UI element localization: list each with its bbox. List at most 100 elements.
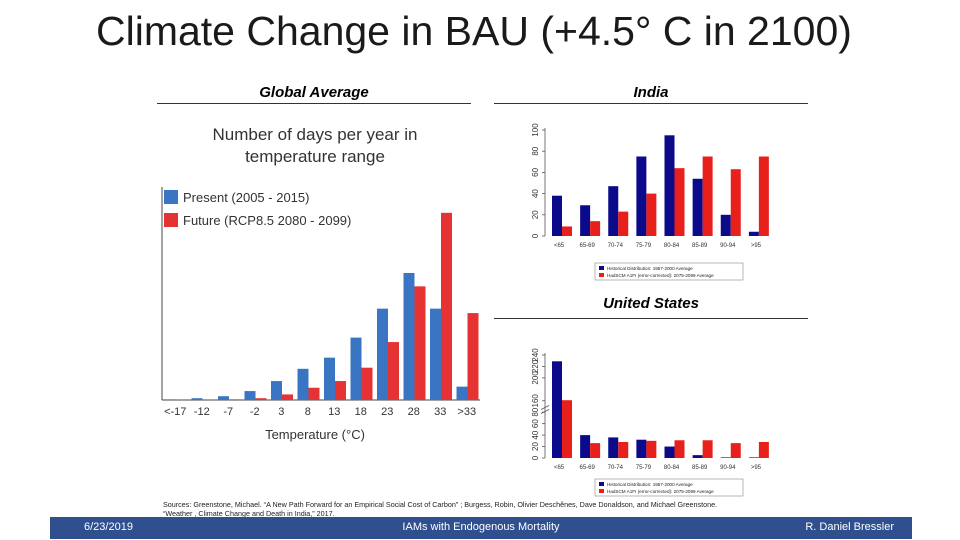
us-y-tick-label: 20 [531,442,540,451]
us-legend-label-1: HadSCM A1FI (error-corrected): 2075-2099… [607,489,714,494]
global-bar-future-8 [388,342,399,400]
india-legend-label-1: HadSCM A1FI (error-corrected): 2075-2099… [607,273,714,278]
global-bar-future-4 [282,394,293,400]
us-bar-hadscm-6 [730,443,741,458]
us-legend-swatch-1 [599,489,604,493]
us-bar-historical-6 [720,457,731,458]
us-bar-hadscm-1 [590,443,601,458]
india-bar-historical-0 [552,195,562,236]
india-bar-historical-1 [580,205,591,236]
global-x-tick-label: <-17 [164,406,186,418]
global-bar-present-7 [350,337,362,400]
india-bar-historical-4 [664,135,675,236]
us-heading-rule [494,318,808,319]
global-bar-present-3 [244,391,256,400]
global-x-tick-label: 8 [305,406,311,418]
global-heading-rule [157,103,471,104]
global-x-tick-label: 13 [328,406,340,418]
us-x-tick-label: 65-69 [580,465,596,471]
us-bar-historical-2 [608,437,619,458]
us-y-tick-label: 200 [531,371,540,385]
global-x-axis-label: Temperature (°C) [265,427,365,442]
india-x-tick-label: 90-94 [720,243,736,249]
india-legend-box [594,262,744,281]
global-bar-present-8 [377,308,388,400]
us-x-tick-label: 85-89 [692,465,708,471]
us-y-tick-label: 80 [531,407,540,416]
global-legend-label-0: Present (2005 - 2015) [183,190,309,205]
india-y-tick-label: 60 [531,167,540,176]
us-y-tick-label: 160 [531,394,540,408]
us-legend-label-0: Historical Distribution: 1957-2000 Avera… [607,482,693,487]
india-bar-hadscm-2 [618,211,629,236]
india-x-tick-label: 85-89 [692,243,708,249]
us-bar-historical-4 [664,446,675,458]
global-bar-future-2 [229,399,240,400]
sources-citation: Sources: Greenstone, Michael. “A New Pat… [163,500,803,518]
global-bar-future-9 [414,286,426,400]
global-bar-present-2 [218,396,229,400]
india-x-tick-label: 70-74 [608,243,624,249]
us-y-tick-label: 0 [531,455,540,460]
global-legend-swatch-1 [164,213,178,227]
footer-date: 6/23/2019 [84,521,133,533]
global-x-tick-label: 18 [355,406,367,418]
india-y-tick-label: 80 [531,146,540,155]
india-bar-hadscm-1 [590,221,601,236]
us-bar-hadscm-4 [674,440,685,458]
us-y-tick-label: 40 [531,430,540,439]
global-bar-present-6 [324,357,335,400]
sources-line-2: “Weather , Climate Change and Death in I… [163,509,335,518]
global-chart-title-line2: temperature range [245,147,385,166]
footer-title: IAMs with Endogenous Mortality [402,521,560,533]
us-x-tick-label: 70-74 [608,465,624,471]
global-legend-swatch-0 [164,190,178,204]
global-chart-title-line1: Number of days per year in [212,125,417,144]
us-bar-historical-0 [552,361,562,458]
india-bar-hadscm-3 [646,193,657,236]
us-bar-historical-3 [636,439,647,458]
global-x-tick-label: 23 [381,406,393,418]
us-bar-hadscm-0 [562,400,572,458]
us-heading: United States [603,295,699,312]
slide-title: Climate Change in BAU (+4.5° C in 2100) [96,8,852,54]
us-bar-historical-7 [748,457,759,458]
global-x-tick-label: 28 [408,406,420,418]
india-x-tick-label: <65 [554,243,565,249]
india-x-tick-label: 75-79 [636,243,652,249]
india-heading: India [633,84,669,101]
global-bar-present-0 [165,399,176,400]
india-bar-hadscm-4 [674,168,685,236]
india-y-tick-label: 100 [531,123,540,137]
global-bar-present-4 [271,381,282,400]
footer-author: R. Daniel Bressler [805,521,894,533]
global-x-tick-label: 3 [278,406,284,418]
us-x-tick-label: >95 [751,465,762,471]
us-y-tick-label: 240 [531,348,540,362]
india-bar-hadscm-0 [562,226,572,236]
india-bar-hadscm-6 [730,169,741,236]
india-x-tick-label: >95 [751,243,762,249]
india-bar-historical-7 [748,231,759,236]
india-heading-rule [494,103,808,104]
india-legend-swatch-0 [599,266,604,270]
india-y-tick-label: 40 [531,189,540,198]
india-chart: 0 20 40 60 80 100 <65 65-69 70-74 75-79 80-84 85-89… [531,123,769,281]
global-bar-present-1 [191,398,203,400]
us-legend-box [594,478,744,497]
global-bar-future-7 [361,367,373,400]
global-x-tick-label: -2 [250,406,260,418]
us-bar-hadscm-2 [618,441,629,458]
india-y-tick-label: 0 [531,233,540,238]
us-x-tick-label: <65 [554,465,565,471]
india-bar-historical-3 [636,156,647,236]
india-x-tick-label: 65-69 [580,243,596,249]
global-legend-label-1: Future (RCP8.5 2080 - 2099) [183,213,351,228]
us-legend-swatch-0 [599,482,604,486]
global-average-heading: Global Average [259,84,369,101]
global-bar-future-10 [441,212,452,400]
global-x-tick-label: -12 [194,406,210,418]
us-bar-historical-1 [580,435,591,458]
global-bar-future-6 [335,381,346,400]
